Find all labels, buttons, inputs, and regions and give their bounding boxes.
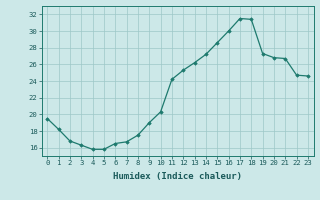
- X-axis label: Humidex (Indice chaleur): Humidex (Indice chaleur): [113, 172, 242, 181]
